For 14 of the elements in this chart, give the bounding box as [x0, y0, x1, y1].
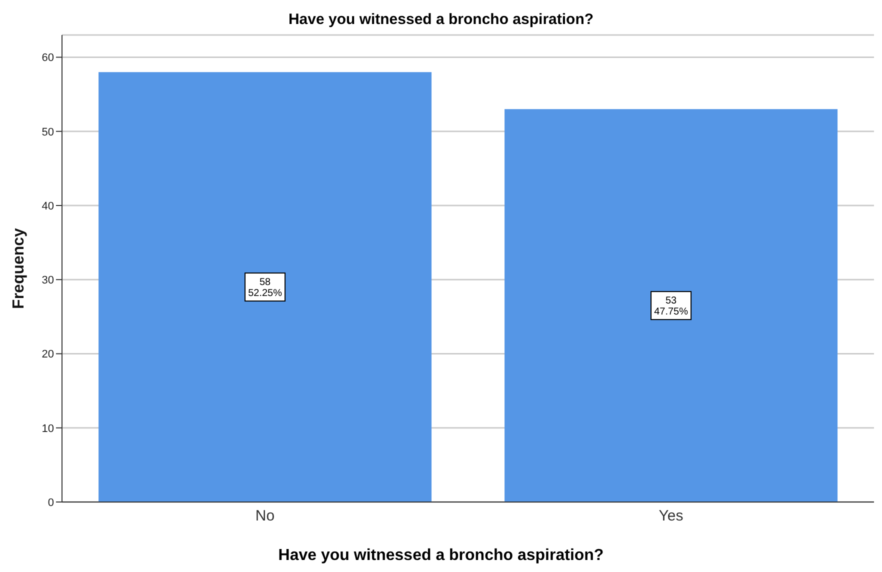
y-tick-label: 50: [42, 126, 54, 138]
y-tick-label: 60: [42, 52, 54, 64]
y-tick-label: 30: [42, 274, 54, 287]
y-tick-label: 40: [42, 200, 54, 212]
y-tick-label: 0: [48, 496, 54, 509]
x-tick-label: No: [255, 508, 275, 525]
chart-title: Have you witnessed a broncho aspiration?: [287, 10, 595, 30]
data-label: 53 47.75%: [654, 295, 688, 318]
x-axis-title: Have you witnessed a broncho aspiration?: [277, 546, 605, 566]
y-axis-title: Frequency: [10, 228, 28, 309]
x-tick-label: Yes: [658, 508, 684, 525]
y-tick-label: 20: [42, 348, 54, 361]
y-tick-label: 10: [42, 422, 54, 435]
data-label: 58 52.25%: [248, 276, 282, 299]
